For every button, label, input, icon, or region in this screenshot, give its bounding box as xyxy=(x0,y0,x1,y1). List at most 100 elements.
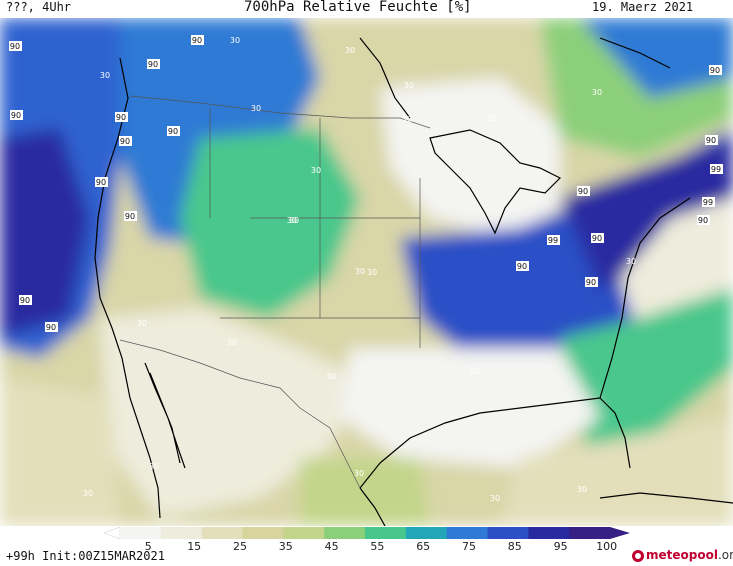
colorbar-swatch xyxy=(487,527,529,539)
contour-value-label: 90 xyxy=(115,112,128,122)
contour-value-label: 90 xyxy=(585,277,598,287)
hudson-blue xyxy=(580,18,733,98)
contour-value-label: 90 xyxy=(705,135,718,145)
valid-time-label: ???, 4Uhr xyxy=(6,0,72,14)
contour-value-label: 90 xyxy=(19,295,32,305)
svg-text:30: 30 xyxy=(251,104,261,113)
svg-text:90: 90 xyxy=(46,323,56,332)
contour-value-label: 30 xyxy=(490,494,500,503)
rockies-green-area xyxy=(180,128,360,318)
svg-text:90: 90 xyxy=(20,296,30,305)
caribbean-tan xyxy=(500,418,733,526)
colorbar-label: 45 xyxy=(324,540,339,553)
contour-value-label: 30 xyxy=(577,485,587,494)
colorbar-label: 100 xyxy=(596,540,618,553)
svg-text:90: 90 xyxy=(120,137,130,146)
svg-text:30: 30 xyxy=(354,469,364,478)
contour-value-label: 30 xyxy=(367,268,377,277)
svg-text:90: 90 xyxy=(710,66,720,75)
svg-text:30: 30 xyxy=(487,114,497,123)
contour-value-label: 90 xyxy=(709,65,722,75)
humidity-field xyxy=(0,18,733,526)
hudson-bay-line xyxy=(359,37,671,119)
svg-text:30: 30 xyxy=(470,367,480,376)
great-lakes-dry-area xyxy=(380,78,560,238)
colorbar-label: 65 xyxy=(416,540,431,553)
contour-value-label: 90 xyxy=(516,261,529,271)
contour-value-label: 90 xyxy=(95,177,108,187)
contour-value-label: 30 xyxy=(227,338,237,347)
contour-value-label: 30 xyxy=(345,46,355,55)
svg-text:30: 30 xyxy=(230,36,240,45)
contour-value-label: 30 xyxy=(251,104,261,113)
contour-labels: 90 90 90 90 90 90 90 90 90 90 90 90 90 90 90 90 90 90 99 99… xyxy=(9,35,723,503)
contour-value-label: 30 xyxy=(149,462,159,471)
east-coast-line xyxy=(599,197,691,399)
cuba-line xyxy=(599,492,733,504)
svg-text:90: 90 xyxy=(592,234,602,243)
colorbar-end-arrow xyxy=(610,527,630,539)
svg-text:30: 30 xyxy=(626,257,636,266)
svg-text:90: 90 xyxy=(125,212,135,221)
contour-value-label: 30 xyxy=(402,115,412,124)
contour-value-label: 30 xyxy=(100,71,110,80)
contour-value-label: 30 xyxy=(354,469,364,478)
southwest-dry-area xyxy=(100,308,360,518)
svg-text:90: 90 xyxy=(578,187,588,196)
contour-value-label: 99 xyxy=(710,164,723,174)
us-mexico-border xyxy=(119,339,361,489)
colorbar-label: 85 xyxy=(507,540,522,553)
contour-value-label: 30 xyxy=(137,319,147,328)
gulf-green-patch xyxy=(300,458,430,526)
contour-value-label: 90 xyxy=(10,110,23,120)
svg-text:30: 30 xyxy=(100,71,110,80)
coastlines xyxy=(94,37,733,526)
gulf-dry-area xyxy=(340,348,600,468)
colorbar-start-arrow xyxy=(103,526,121,540)
header-bar: ???, 4Uhr 700hPa Relative Feuchte [%] 19… xyxy=(0,0,733,18)
contour-value-label: 30 xyxy=(311,166,321,175)
colorbar-swatch xyxy=(242,527,284,539)
contour-value-label: 30 xyxy=(289,216,299,225)
svg-text:90: 90 xyxy=(96,178,106,187)
colorbar-label: 5 xyxy=(144,540,152,553)
svg-text:30: 30 xyxy=(577,485,587,494)
meteopool-logo-icon xyxy=(632,550,644,562)
model-run-label: +99h Init:00Z15MAR2021 xyxy=(6,549,165,563)
meteopool-wordmark: meteopool.org xyxy=(646,548,733,562)
contour-value-label: 30 xyxy=(326,372,336,381)
contour-value-label: 99 xyxy=(547,235,560,245)
colorbar-label: 35 xyxy=(278,540,293,553)
svg-text:99: 99 xyxy=(703,198,713,207)
contour-value-label: 90 xyxy=(147,59,160,69)
svg-text:90: 90 xyxy=(698,216,708,225)
svg-text:30: 30 xyxy=(149,462,159,471)
contour-value-label: 30 xyxy=(287,216,297,225)
colorbar-swatch xyxy=(446,527,488,539)
west-coast-line xyxy=(94,57,161,519)
contour-value-label: 30 xyxy=(487,114,497,123)
svg-text:30: 30 xyxy=(326,372,336,381)
contour-value-label: 90 xyxy=(119,136,132,146)
svg-text:99: 99 xyxy=(711,165,721,174)
baja-tan-area xyxy=(0,378,120,526)
colorbar-label: 55 xyxy=(370,540,385,553)
contour-value-label: 30 xyxy=(404,81,414,90)
northwest-blue-area xyxy=(120,18,320,248)
svg-text:90: 90 xyxy=(706,136,716,145)
svg-text:30: 30 xyxy=(592,88,602,97)
colorbar-label: 15 xyxy=(187,540,202,553)
colorbar-label: 25 xyxy=(233,540,247,553)
contour-value-label: 90 xyxy=(697,215,710,225)
baja-peninsula-line xyxy=(144,362,186,469)
svg-text:99: 99 xyxy=(548,236,558,245)
colorbar-swatch xyxy=(120,527,162,539)
contour-value-label: 30 xyxy=(592,88,602,97)
svg-text:30: 30 xyxy=(227,338,237,347)
colorbar-swatch xyxy=(569,527,611,539)
map-title: 700hPa Relative Feuchte [%] xyxy=(244,0,472,15)
contour-value-label: 90 xyxy=(191,35,204,45)
colorbar-swatch xyxy=(324,527,366,539)
svg-text:30: 30 xyxy=(311,166,321,175)
colorbar-swatch xyxy=(528,527,570,539)
